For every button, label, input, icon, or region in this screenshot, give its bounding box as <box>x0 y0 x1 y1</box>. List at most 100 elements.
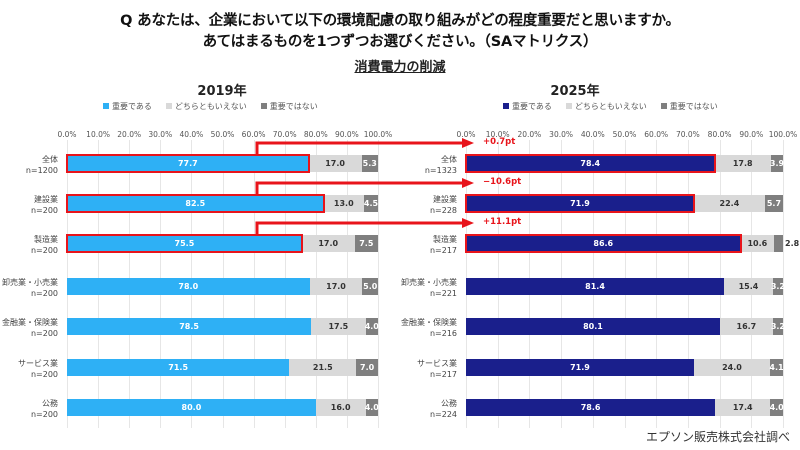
data-label: 4.5 <box>363 199 379 208</box>
data-label: 78.0 <box>178 282 199 291</box>
data-label: 2.8 <box>785 239 800 248</box>
legend-item: 重要ではない <box>660 101 718 112</box>
bar-segment-neutral: 17.0 <box>309 278 363 295</box>
difference-label: +11.1pt <box>483 217 522 227</box>
data-label: 4.0 <box>364 322 379 331</box>
chart-subtitle: 消費電力の削減 <box>354 60 446 75</box>
data-label: 81.4 <box>585 282 605 291</box>
x-tick-label: 50.0% <box>210 130 235 139</box>
legend-label: 重要である <box>112 102 152 111</box>
data-label: 71.9 <box>570 363 590 372</box>
panel-title: 2025年 <box>550 84 600 99</box>
sample-size: n=200 <box>30 206 58 215</box>
arrow-head-icon <box>462 178 474 188</box>
question-line-1: Q あなたは、企業において以下の環境配慮の取り組みがどの程度重要だと思いますか。 <box>120 13 680 29</box>
data-label: 17.0 <box>325 159 345 168</box>
bar-segment-not-important: 5.0 <box>362 278 378 295</box>
x-tick-label: 40.0% <box>580 130 605 139</box>
category-name: 公務 <box>441 399 457 408</box>
data-label: 10.6 <box>747 239 768 248</box>
bar-segment-important: 71.5 <box>67 359 290 376</box>
bar-segment-important: 71.9 <box>466 359 694 376</box>
data-label: 22.4 <box>719 199 740 208</box>
data-label: 78.5 <box>179 322 199 331</box>
legend-swatch <box>260 102 267 109</box>
difference-label: +0.7pt <box>483 137 516 147</box>
data-label: 21.5 <box>312 363 333 372</box>
category-label: 卸売業・小売業 n=200 <box>2 277 58 299</box>
data-label: 77.7 <box>177 159 198 168</box>
legend-item: 重要である <box>503 101 552 112</box>
x-tick-label: 40.0% <box>179 130 204 139</box>
legend: 重要である どちらともいえない 重要ではない <box>103 101 332 112</box>
x-tick-label: 80.0% <box>303 130 328 139</box>
bar-segment-neutral: 22.4 <box>693 195 765 212</box>
gridline <box>378 140 379 428</box>
bar-segment-important: 80.1 <box>466 318 720 335</box>
gridline <box>783 140 784 428</box>
data-label: 5.0 <box>363 282 378 291</box>
data-label: 3.2 <box>770 282 785 291</box>
x-tick-label: 100.0% <box>768 130 798 139</box>
sample-size: n=200 <box>30 410 58 419</box>
x-tick-label: 20.0% <box>117 130 142 139</box>
category-label: 公務 n=200 <box>31 398 58 420</box>
x-tick-label: 10.0% <box>86 130 111 139</box>
x-tick-label: 60.0% <box>644 130 669 139</box>
category-name: 全体 <box>42 155 58 164</box>
x-tick-label: 90.0% <box>334 130 359 139</box>
bar-segment-not-important: 3.9 <box>769 155 785 172</box>
bar-segment-neutral: 24.0 <box>693 359 770 376</box>
panel-title: 2019年 <box>197 84 247 99</box>
category-label: 卸売業・小売業 n=221 <box>401 277 457 299</box>
bar-segment-important: 78.0 <box>67 278 310 295</box>
data-label: 16.7 <box>736 322 757 331</box>
data-label: 86.6 <box>593 239 614 248</box>
data-label: 15.4 <box>738 282 759 291</box>
bar-segment-important: 75.5 <box>67 235 302 252</box>
category-name: 金融業・保険業 <box>401 318 457 327</box>
legend-item: どちらともいえない <box>165 101 247 112</box>
category-name: サービス業 <box>417 359 457 368</box>
data-label: 17.8 <box>732 159 753 168</box>
bar-segment-not-important: 4.0 <box>365 399 379 416</box>
bar-segment-important: 81.4 <box>466 278 725 295</box>
data-label: 82.5 <box>185 199 206 208</box>
bar-segment-neutral: 17.8 <box>714 155 771 172</box>
category-label: 建設業 n=228 <box>430 194 457 216</box>
legend-swatch <box>660 102 667 109</box>
x-tick-label: 60.0% <box>241 130 266 139</box>
legend-label: 重要である <box>512 102 552 111</box>
data-label: 71.9 <box>570 199 590 208</box>
category-name: 建設業 <box>34 195 58 204</box>
category-label: 金融業・保険業 n=200 <box>2 317 58 339</box>
data-label: 4.0 <box>769 403 784 412</box>
category-label: 全体 n=1323 <box>425 154 457 176</box>
x-tick-label: 30.0% <box>148 130 173 139</box>
source-note: エプソン販売株式会社調べ <box>645 430 790 444</box>
data-label: 7.5 <box>359 239 374 248</box>
category-label: 製造業 n=217 <box>430 234 457 256</box>
bar-segment-neutral: 21.5 <box>289 359 357 376</box>
bar-segment-neutral: 16.7 <box>719 318 773 335</box>
x-tick-label: 70.0% <box>272 130 297 139</box>
legend-swatch <box>165 102 172 109</box>
x-tick-label: 10.0% <box>485 130 510 139</box>
x-tick-label: 20.0% <box>517 130 542 139</box>
bar-segment-not-important <box>774 235 783 252</box>
x-tick-label: 100.0% <box>363 130 393 139</box>
category-label: 全体 n=1200 <box>26 154 58 176</box>
sample-size: n=200 <box>30 289 58 298</box>
data-label: 3.9 <box>769 159 785 168</box>
bar-segment-not-important: 5.3 <box>361 155 378 172</box>
bar-segment-neutral: 17.5 <box>311 318 366 335</box>
x-tick-label: 50.0% <box>612 130 637 139</box>
category-label: 製造業 n=200 <box>31 234 58 256</box>
legend-item: 重要である <box>103 101 152 112</box>
category-label: 公務 n=224 <box>430 398 457 420</box>
legend-item: 重要ではない <box>260 101 318 112</box>
data-label: 17.0 <box>326 282 346 291</box>
data-label: 7.0 <box>360 363 375 372</box>
sample-size: n=221 <box>429 289 457 298</box>
data-label: 24.0 <box>722 363 742 372</box>
